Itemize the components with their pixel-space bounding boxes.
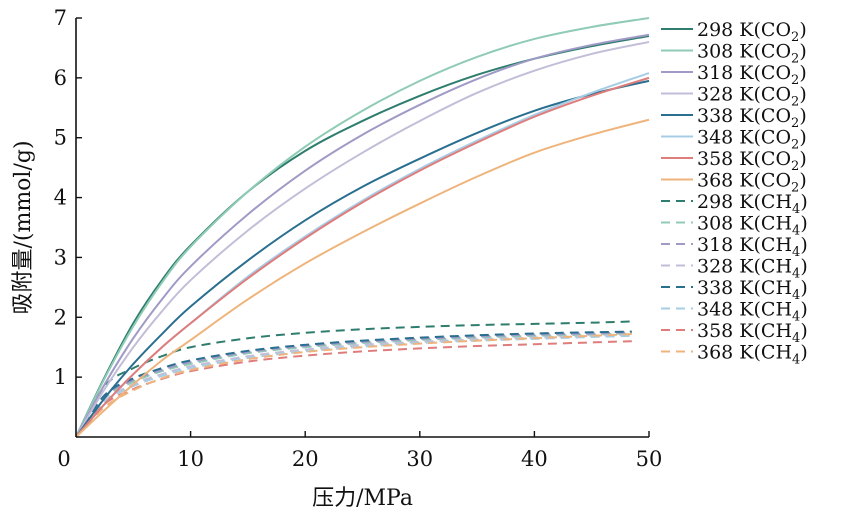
axes xyxy=(75,18,649,438)
x-tick-label: 30 xyxy=(406,447,433,471)
legend-label: 318 K(CO2) xyxy=(697,62,807,88)
legend-label: 338 K(CH4) xyxy=(697,277,808,303)
series-line-16 xyxy=(75,333,632,438)
series-line-9 xyxy=(75,320,632,438)
legend-item: 298 K(CO2) xyxy=(661,19,807,45)
series-line-7 xyxy=(75,76,650,438)
legend-label: 308 K(CH4) xyxy=(697,213,808,239)
legend-item: 368 K(CO2) xyxy=(661,170,807,196)
x-tick-label: 20 xyxy=(292,447,319,471)
x-tick-label: 40 xyxy=(521,447,548,471)
y-axis-label: 吸附量/(mmol/g) xyxy=(11,140,36,314)
y-tick-label: 7 xyxy=(54,6,67,30)
legend-item: 348 K(CO2) xyxy=(661,127,807,153)
legend-label: 358 K(CO2) xyxy=(697,148,807,174)
legend-label: 298 K(CH4) xyxy=(697,191,808,217)
y-tick-label: 5 xyxy=(54,126,67,150)
legend-label: 328 K(CO2) xyxy=(697,84,807,110)
legend-item: 318 K(CH4) xyxy=(661,234,808,260)
series-line-6 xyxy=(75,72,650,438)
y-tick-label: 2 xyxy=(54,305,67,329)
legend-item: 308 K(CH4) xyxy=(661,213,808,239)
y-tick-label: 3 xyxy=(54,245,67,269)
y-ticks: 1 2 3 4 5 6 7 xyxy=(54,6,82,389)
legend-label: 318 K(CH4) xyxy=(697,234,808,260)
series-lines xyxy=(75,17,650,438)
series-line-11 xyxy=(75,331,632,438)
legend-item: 358 K(CH4) xyxy=(661,320,808,346)
legend-item: 338 K(CH4) xyxy=(661,277,808,303)
series-line-4 xyxy=(75,40,650,438)
x-ticks: 0 10 20 30 40 50 xyxy=(57,431,662,471)
legend-label: 368 K(CH4) xyxy=(697,342,808,368)
legend-label: 308 K(CO2) xyxy=(697,41,807,67)
series-line-10 xyxy=(75,332,632,438)
x-tick-label: 50 xyxy=(636,447,663,471)
legend-item: 338 K(CO2) xyxy=(661,105,807,131)
legend: 298 K(CO2)308 K(CO2)318 K(CO2)328 K(CO2)… xyxy=(661,19,808,368)
legend-label: 368 K(CO2) xyxy=(697,170,807,196)
legend-item: 318 K(CO2) xyxy=(661,62,807,88)
y-tick-label: 6 xyxy=(54,66,67,90)
legend-item: 308 K(CO2) xyxy=(661,41,807,67)
x-axis-label: 压力/MPa xyxy=(312,486,413,511)
x-tick-label: 0 xyxy=(57,447,70,471)
legend-label: 338 K(CO2) xyxy=(697,105,807,131)
legend-label: 348 K(CH4) xyxy=(697,299,808,325)
x-tick-label: 10 xyxy=(177,447,204,471)
legend-label: 298 K(CO2) xyxy=(697,19,807,45)
legend-item: 368 K(CH4) xyxy=(661,342,808,368)
series-line-2 xyxy=(75,17,650,438)
legend-item: 358 K(CO2) xyxy=(661,148,807,174)
legend-label: 328 K(CH4) xyxy=(697,256,808,282)
y-tick-label: 4 xyxy=(54,186,67,210)
legend-item: 348 K(CH4) xyxy=(661,299,808,325)
legend-item: 298 K(CH4) xyxy=(661,191,808,217)
legend-label: 358 K(CH4) xyxy=(697,320,808,346)
legend-item: 328 K(CO2) xyxy=(661,84,807,110)
series-line-5 xyxy=(75,79,650,438)
legend-item: 328 K(CH4) xyxy=(661,256,808,282)
legend-label: 348 K(CO2) xyxy=(697,127,807,153)
series-line-15 xyxy=(75,340,632,438)
series-line-13 xyxy=(75,330,632,438)
series-line-8 xyxy=(75,118,650,438)
y-tick-label: 1 xyxy=(54,365,67,389)
series-line-3 xyxy=(75,33,650,438)
